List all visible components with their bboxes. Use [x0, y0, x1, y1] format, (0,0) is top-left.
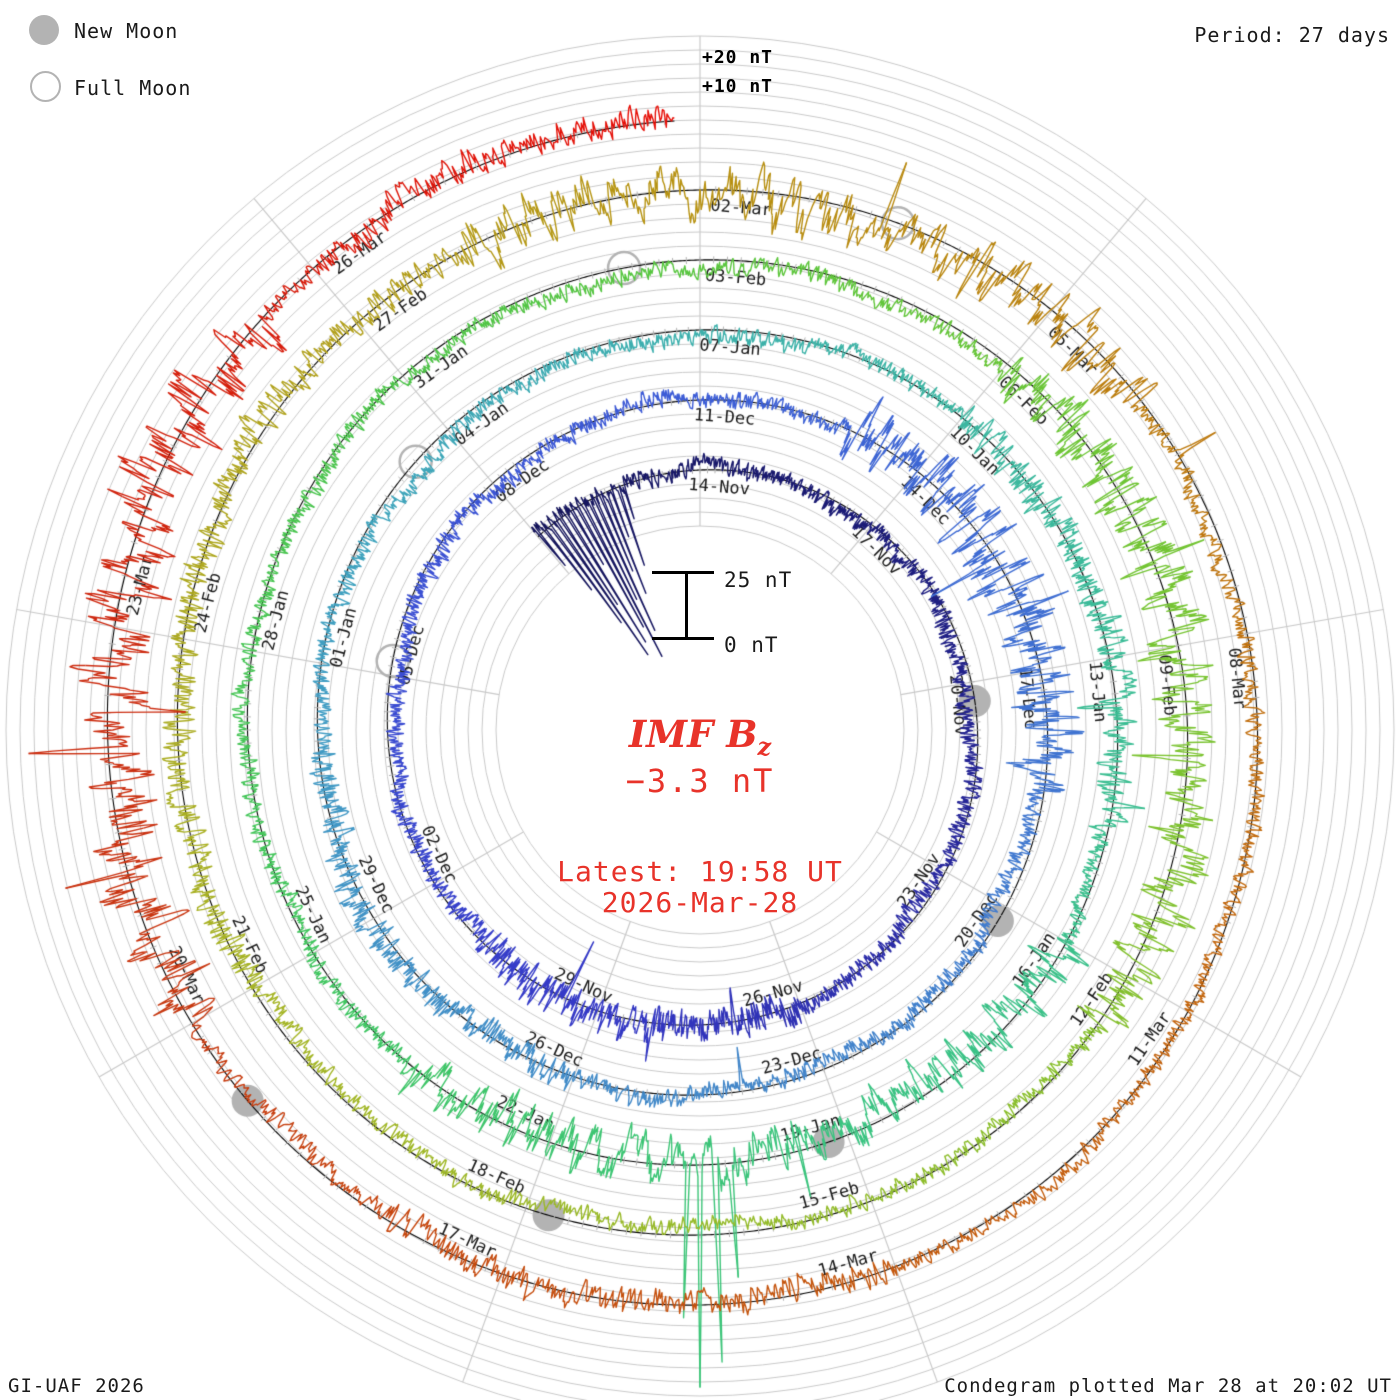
outer-scale-plus20-label: +20 nT — [702, 47, 774, 68]
new-moon-icon — [29, 15, 59, 45]
center-title-subscript: z — [757, 732, 772, 761]
period-label: Period: 27 days — [1194, 23, 1390, 47]
plotted-timestamp-label: Condegram plotted Mar 28 at 20:02 UT — [944, 1375, 1392, 1397]
full-moon-legend-label: Full Moon — [74, 76, 192, 100]
outer-scale-plus10-label: +10 nT — [702, 76, 774, 97]
center-title: IMF Bz — [628, 712, 772, 761]
scale-bar-bottom-label: 0 nT — [724, 633, 779, 657]
credit-label: GI-UAF 2026 — [8, 1375, 145, 1397]
scale-bar-top-label: 25 nT — [724, 568, 793, 592]
center-current-value: −3.3 nT — [625, 762, 775, 800]
center-latest-time: Latest: 19:58 UT — [557, 855, 843, 888]
new-moon-legend-label: New Moon — [74, 19, 179, 43]
full-moon-icon — [30, 71, 61, 102]
center-latest-date: 2026-Mar-28 — [601, 886, 799, 919]
